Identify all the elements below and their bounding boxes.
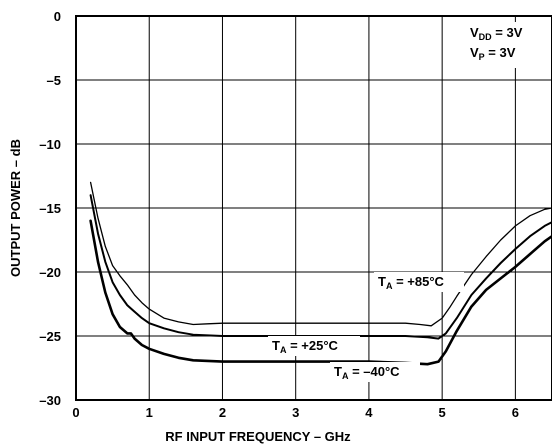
vdd-condition: VDD = 3V	[470, 25, 523, 42]
y-tick-label: –15	[39, 201, 61, 216]
y-tick-label: –20	[39, 265, 61, 280]
grid-lines	[76, 16, 552, 400]
series-label-25c: TA = +25°C	[272, 338, 339, 355]
series-label-85c: TA = +85°C	[378, 274, 445, 291]
x-tick-label: 2	[219, 405, 226, 420]
series-line-85c	[89, 181, 552, 327]
x-tick-label: 0	[72, 405, 79, 420]
x-tick-label: 1	[146, 405, 153, 420]
vp-condition: VP = 3V	[470, 45, 516, 62]
plot-frame	[75, 15, 552, 401]
label-minus40c-background	[330, 362, 420, 382]
y-tick-label: –10	[39, 137, 61, 152]
y-tick-label: 0	[54, 9, 61, 24]
x-tick-labels: 0 1 2 3 4 5 6	[72, 405, 519, 420]
label-85c-background	[374, 272, 464, 292]
x-axis-title: RF INPUT FREQUENCY – GHz	[165, 429, 351, 444]
x-tick-label: 6	[512, 405, 519, 420]
x-tick-label: 5	[439, 405, 446, 420]
series-line-minus40c	[89, 219, 552, 366]
series-label-minus40c: TA = –40°C	[334, 364, 400, 381]
series-line-25c	[89, 194, 552, 340]
x-tick-label: 4	[365, 405, 373, 420]
y-tick-label: –25	[39, 329, 61, 344]
y-tick-label: –30	[39, 393, 61, 408]
y-axis-title: OUTPUT POWER – dB	[8, 139, 23, 277]
x-tick-label: 3	[292, 405, 299, 420]
label-25c-background	[268, 336, 360, 356]
conditions-background	[466, 22, 546, 68]
y-tick-label: –5	[47, 73, 61, 88]
y-tick-labels: 0 –5 –10 –15 –20 –25 –30	[39, 9, 61, 408]
